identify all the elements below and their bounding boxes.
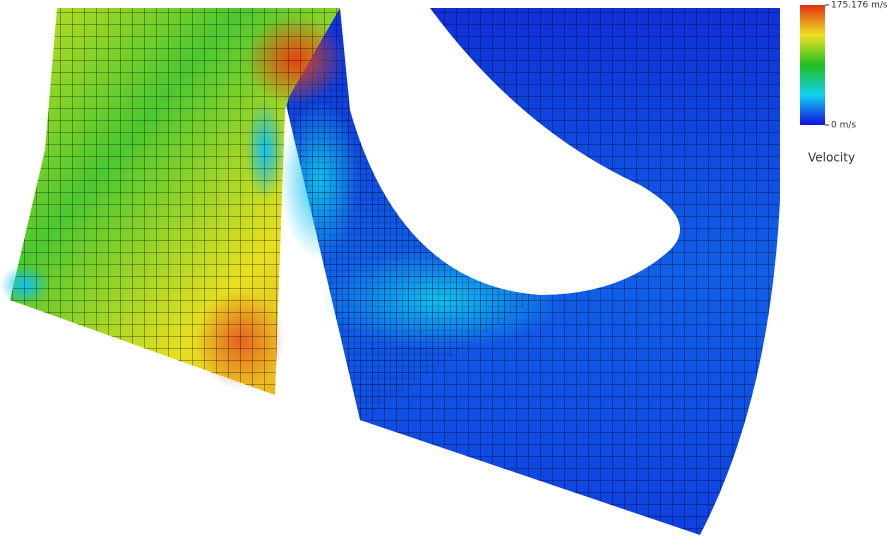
color-scale: [800, 5, 825, 125]
velocity-plot: Velocity 175.176 m/s 0 m/s: [0, 0, 887, 540]
color-legend: Velocity: [800, 5, 855, 165]
legend-title: Velocity: [808, 151, 855, 165]
scale-tick-label: 175.176 m/s: [831, 1, 887, 11]
scale-tick-label: 0 m/s: [831, 121, 856, 131]
flow-domain: [0, 8, 780, 535]
